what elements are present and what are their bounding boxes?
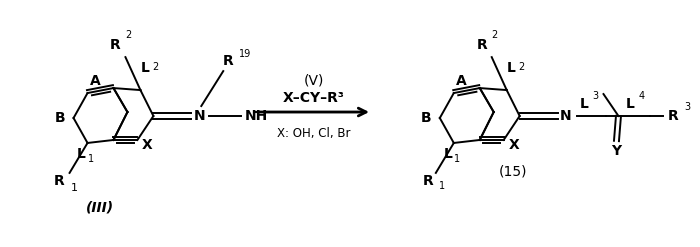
Text: 19: 19 — [239, 49, 251, 59]
Text: N: N — [193, 109, 205, 123]
Text: B: B — [421, 111, 431, 125]
Text: L: L — [507, 61, 516, 75]
Text: 2: 2 — [491, 30, 498, 40]
Text: B: B — [55, 111, 65, 125]
Text: X: X — [508, 138, 519, 152]
Text: A: A — [456, 74, 467, 88]
Text: N: N — [560, 109, 571, 123]
Text: R: R — [668, 109, 679, 123]
Text: NH: NH — [244, 109, 268, 123]
Text: R: R — [423, 174, 433, 188]
Text: 1: 1 — [88, 154, 94, 164]
Text: 2: 2 — [152, 62, 158, 72]
Text: 1: 1 — [71, 183, 78, 193]
Text: R: R — [223, 54, 234, 68]
Text: 2: 2 — [125, 30, 132, 40]
Text: (III): (III) — [85, 201, 113, 215]
Text: R: R — [477, 38, 487, 52]
Text: L: L — [141, 61, 149, 75]
Text: L: L — [626, 97, 635, 111]
Text: 1: 1 — [454, 154, 460, 164]
Text: X: OH, Cl, Br: X: OH, Cl, Br — [276, 127, 350, 141]
Text: 4: 4 — [638, 91, 645, 101]
Text: A: A — [90, 74, 101, 88]
Text: L: L — [77, 147, 86, 161]
Text: Y: Y — [611, 144, 622, 158]
Text: X: X — [142, 138, 153, 152]
Text: L: L — [443, 147, 452, 161]
Text: 3: 3 — [592, 91, 598, 101]
Text: 1: 1 — [439, 181, 445, 191]
Text: R: R — [110, 38, 121, 52]
Text: R: R — [54, 174, 65, 188]
Text: (V): (V) — [303, 73, 324, 87]
Text: 3: 3 — [685, 102, 690, 112]
Text: 2: 2 — [518, 62, 524, 72]
Text: X–CY–R³: X–CY–R³ — [283, 91, 344, 105]
Text: (15): (15) — [498, 165, 527, 179]
Text: L: L — [580, 97, 589, 111]
